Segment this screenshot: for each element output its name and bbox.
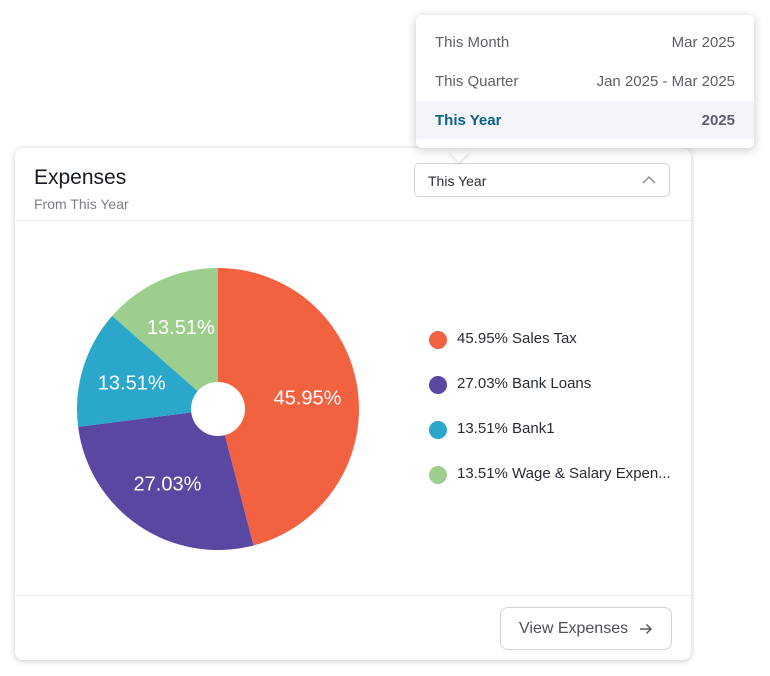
legend-label: 13.51% Bank1 [457,420,555,437]
option-range: Jan 2025 - Mar 2025 [596,73,735,90]
option-range: 2025 [701,112,735,129]
legend-label: 13.51% Wage & Salary Expen... [457,465,671,482]
card-footer: View Expenses [15,595,691,660]
option-range: Mar 2025 [671,34,735,51]
view-expenses-label: View Expenses [519,620,629,637]
expenses-pie-chart: 45.95% 27.03% 13.51% 13.51% [77,268,360,550]
expenses-card: Expenses From This Year This Year 45.95%… [15,148,691,660]
pie-data-label: 13.51% [147,317,215,339]
pie-center-hole [191,382,245,436]
pie-data-label: 45.95% [274,388,342,410]
legend-label: 27.03% Bank Loans [457,375,592,392]
chart-area: 45.95% 27.03% 13.51% 13.51% 45.95% Sales Ta… [15,221,691,595]
card-subtitle: From This Year [34,196,129,212]
pie-slice-sales-tax[interactable] [218,268,360,546]
option-label: This Month [435,34,510,51]
option-label: This Quarter [435,73,519,90]
legend-dot [429,466,447,484]
period-select[interactable]: This Year [414,163,670,197]
card-header: Expenses From This Year This Year [15,148,691,221]
period-dropdown-menu: This Month Mar 2025 This Quarter Jan 202… [416,15,754,148]
arrow-right-icon [640,624,652,634]
period-select-value: This Year [428,173,487,189]
card-title: Expenses [34,166,127,189]
view-expenses-button[interactable]: View Expenses [500,607,672,650]
pie-slice-wage-salary-expen[interactable] [112,268,218,409]
pie-slice-bank1[interactable] [77,315,218,427]
pie-data-label: 27.03% [134,474,202,496]
legend-label: 45.95% Sales Tax [457,330,577,347]
legend-dot [429,376,447,394]
pie-slice-bank-loans[interactable] [78,409,254,550]
option-label: This Year [435,112,502,129]
legend-dot [429,331,447,349]
period-option-this-quarter[interactable]: This Quarter Jan 2025 - Mar 2025 [416,62,754,100]
period-option-this-year[interactable]: This Year 2025 [416,101,754,139]
pie-data-label: 13.51% [98,373,166,395]
chevron-up-icon [642,175,656,184]
legend-dot [429,421,447,439]
period-option-this-month[interactable]: This Month Mar 2025 [416,23,754,61]
